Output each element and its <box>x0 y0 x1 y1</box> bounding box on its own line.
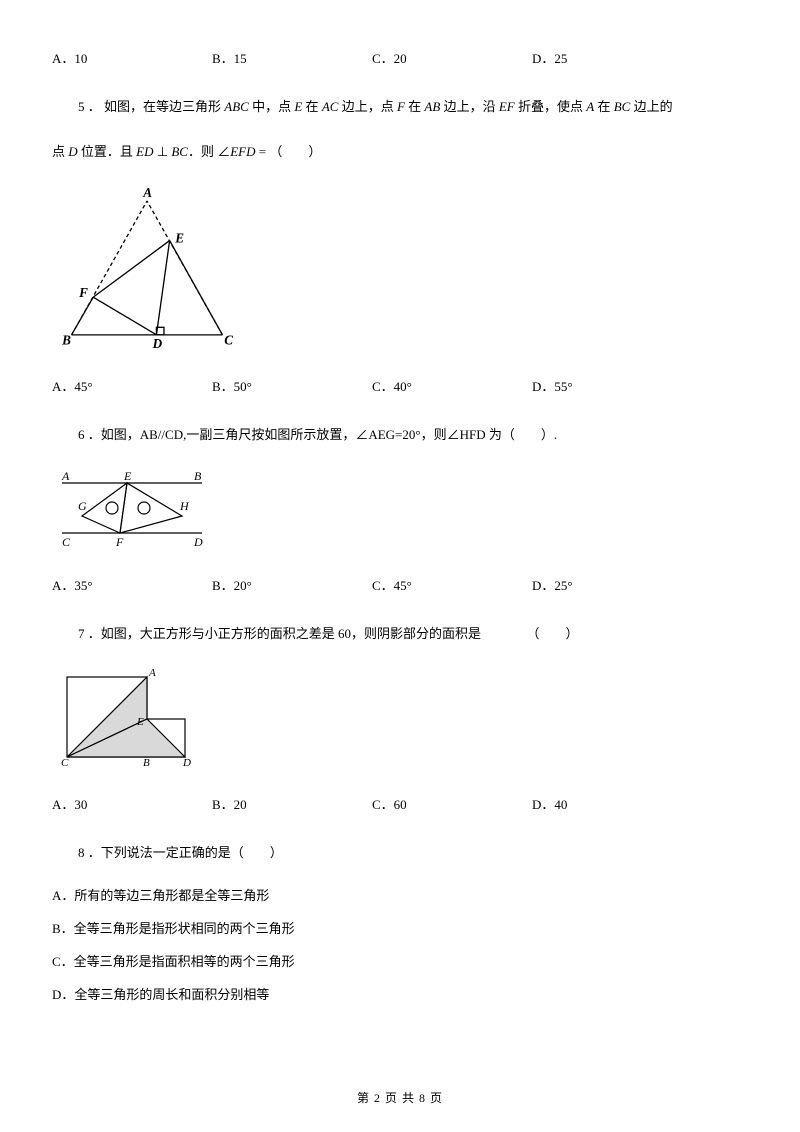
q5-opt-d: D．55° <box>532 376 692 395</box>
q7-options: A．30 B．20 C．60 D．40 <box>52 794 748 813</box>
q4-options: A．10 B．15 C．20 D．25 <box>52 48 748 67</box>
q7-label-a: A <box>148 667 156 679</box>
q5-label-a: A <box>142 186 152 201</box>
q6-opt-c: C．45° <box>372 575 532 594</box>
q5-figure: A B C D E F <box>52 184 748 354</box>
q4-opt-c: C．20 <box>372 48 532 67</box>
q5-label-b: B <box>61 333 71 348</box>
q6-options: A．35° B．20° C．45° D．25° <box>52 575 748 594</box>
q6-label-h: H <box>179 499 190 513</box>
page-footer: 第 2 页 共 8 页 <box>0 1089 800 1106</box>
q5-opt-b: B．50° <box>212 376 372 395</box>
q6-label-c: C <box>62 535 71 548</box>
q5-opt-a: A．45° <box>52 376 212 395</box>
q5-label-c: C <box>224 333 233 348</box>
q6-label-e: E <box>123 469 132 483</box>
q6-opt-b: B．20° <box>212 575 372 594</box>
q6-opt-d: D．25° <box>532 575 692 594</box>
q4-opt-d: D．25 <box>532 48 692 67</box>
q7-label-c: C <box>61 757 69 767</box>
q7-label-b: B <box>143 757 150 767</box>
q8-opt-c: C．全等三角形是指面积相等的两个三角形 <box>52 951 748 970</box>
q6-opt-a: A．35° <box>52 575 212 594</box>
q5-opt-c: C．40° <box>372 376 532 395</box>
q6-figure: A E B G H C F D <box>52 468 748 553</box>
q6-text: 6 ．如图，AB//CD,一副三角尺按如图所示放置，∠AEG=20°，则∠HFD… <box>52 423 748 448</box>
q7-opt-b: B．20 <box>212 794 372 813</box>
q7-text: 7 ．如图，大正方形与小正方形的面积之差是 60，则阴影部分的面积是 （ ） <box>52 622 748 647</box>
q7-opt-d: D．40 <box>532 794 692 813</box>
q4-opt-a: A．10 <box>52 48 212 67</box>
q6-label-a: A <box>61 469 70 483</box>
q8-opt-d: D．全等三角形的周长和面积分别相等 <box>52 984 748 1003</box>
q5-text-line1: 5 ． 如图，在等边三角形 ABC 中，点 E 在 AC 边上，点 F 在 AB… <box>52 95 748 120</box>
q7-opt-c: C．60 <box>372 794 532 813</box>
q6-label-d: D <box>193 535 203 548</box>
q5-label-f: F <box>78 286 88 301</box>
q8-opt-b: B．全等三角形是指形状相同的两个三角形 <box>52 918 748 937</box>
q7-label-d: D <box>182 757 191 767</box>
q4-opt-b: B．15 <box>212 48 372 67</box>
q7-opt-a: A．30 <box>52 794 212 813</box>
q5-text-line2: 点 D 位置．且 ED ⊥ BC．则 ∠EFD = （ ） <box>52 140 748 165</box>
q8-opt-a: A．所有的等边三角形都是全等三角形 <box>52 885 748 904</box>
q5-options: A．45° B．50° C．40° D．55° <box>52 376 748 395</box>
q5-label-e: E <box>174 231 184 246</box>
q8-options: A．所有的等边三角形都是全等三角形 B．全等三角形是指形状相同的两个三角形 C．… <box>52 885 748 1003</box>
q6-label-b: B <box>194 469 202 483</box>
q7-figure: A B C D E <box>52 667 748 772</box>
q7-label-e: E <box>136 716 144 728</box>
q6-label-g: G <box>78 499 87 513</box>
q5-label-d: D <box>152 336 163 349</box>
q6-label-f: F <box>115 535 124 548</box>
q8-text: 8 ．下列说法一定正确的是（ ） <box>52 841 748 866</box>
